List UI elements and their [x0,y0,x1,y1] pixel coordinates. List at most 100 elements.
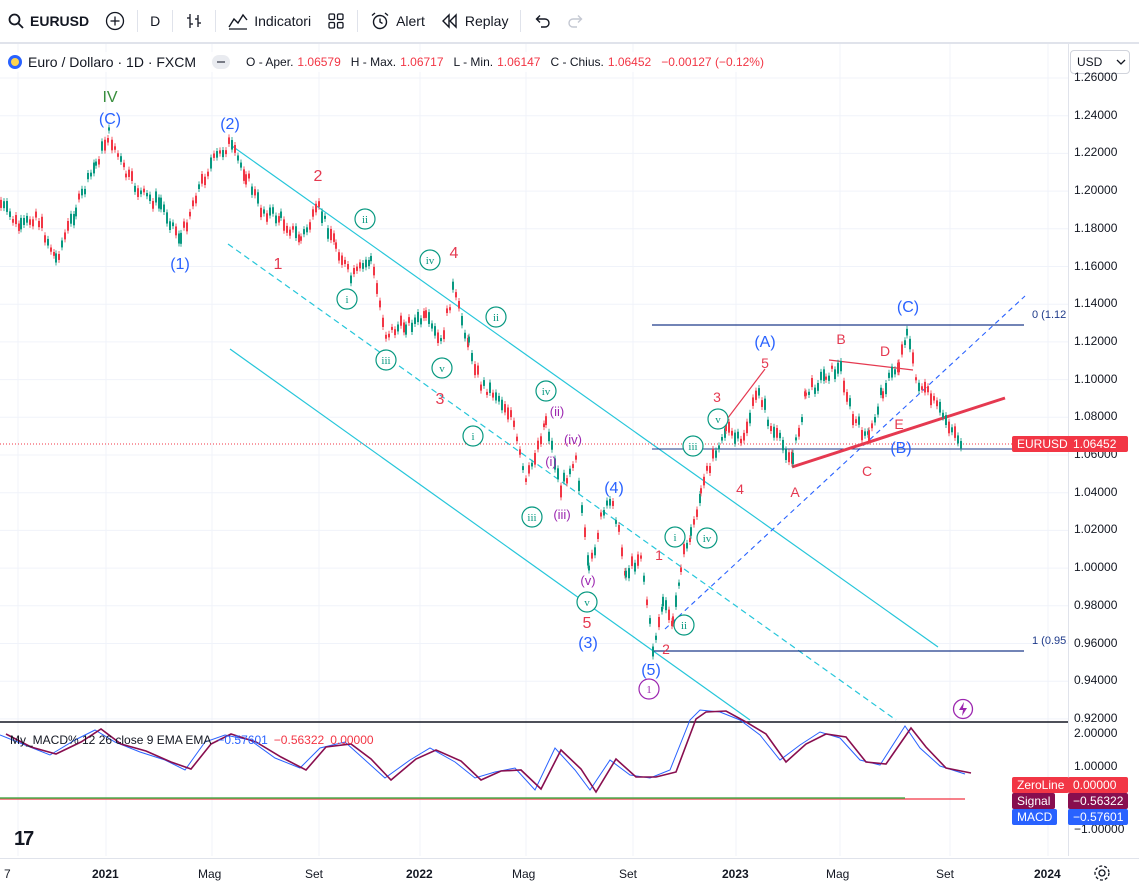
undo-button[interactable] [525,0,559,43]
wave-label[interactable]: C [862,463,872,479]
wave-label[interactable]: 3 [713,389,721,405]
wave-label[interactable]: 1 [655,547,663,563]
candle-body [868,430,870,442]
replay-button[interactable]: Replay [433,0,517,43]
rewind-icon [441,13,457,29]
lightning-icon[interactable] [952,698,974,720]
wave-label[interactable]: 3 [436,391,445,408]
low-label: L - Min. [453,55,494,69]
candle-body [458,301,460,309]
candle-body [251,186,253,195]
chart-canvas[interactable]: 0 (1.12 1 (0.95 IV (C) (2) (1) 2 1 4 3 (4) 5 (3) (5… [0,44,1068,856]
layouts-button[interactable] [319,0,353,43]
wave-circle-label[interactable] [375,349,397,371]
wave-label[interactable]: (2) [220,116,240,133]
macd-indicator-name[interactable]: My_MACD% 12 26 close 9 EMA EMA [10,733,212,747]
symbol-search-button[interactable]: EURUSD [0,0,97,43]
wave-circle-label[interactable] [462,425,484,447]
candle-body [846,392,848,402]
candle-body [861,430,863,441]
macd-signal-line [5,710,972,794]
wave-circle-text: iv [703,533,712,545]
wave-label[interactable]: 5 [761,355,769,371]
wave-label[interactable]: (ii) [550,404,564,419]
candle-body [286,225,288,233]
chart-pane[interactable]: 0 (1.12 1 (0.95 IV (C) (2) (1) 2 1 4 3 (4) 5 (3) (5… [0,44,1068,856]
indicators-button[interactable]: Indicatori [220,0,319,43]
alert-button[interactable]: Alert [362,0,433,43]
currency-selector[interactable]: USD [1070,50,1130,74]
wave-circle-label[interactable] [354,208,376,230]
candle-body [149,194,151,201]
candle-body [721,437,723,441]
wave-label[interactable]: (A) [754,334,775,351]
candle-body [817,382,819,391]
candle-body [207,171,209,177]
wave-label[interactable]: (v) [580,573,595,588]
candle-body [831,365,833,369]
price-tick-label: 0.98000 [1074,597,1118,612]
collapse-legend-button[interactable] [212,55,231,69]
wave-label[interactable]: (C) [897,299,919,316]
channel-mid-dashed-line [227,243,897,721]
wave-circle-label[interactable] [682,435,704,457]
redo-button[interactable] [559,0,593,43]
candle-body [240,162,242,168]
candle-body [18,223,20,231]
candle-body [20,217,22,230]
candle-body [400,315,402,326]
wave-label[interactable]: E [894,416,903,432]
legend-high: H - Max. 1.06717 [351,55,444,69]
wave-label[interactable]: (i) [545,454,557,469]
wave-label[interactable]: 2 [314,168,323,185]
candle-body [50,247,52,252]
candle-body [668,609,670,621]
wave-label[interactable]: 4 [450,245,459,262]
wave-label[interactable]: A [790,484,800,500]
candle-body [492,392,494,398]
wave-label[interactable]: (5) [641,662,661,679]
interval-button[interactable]: D [142,0,168,43]
wave-circle-label[interactable] [485,306,507,328]
candle-body [740,438,742,444]
tradingview-logo[interactable]: 17 [14,828,34,850]
legend-symbol-title[interactable]: Euro / Dollaro · 1D · FXCM [28,54,197,70]
time-scale[interactable]: 7 2021 Mag Set 2022 Mag Set 2023 Mag Set 2024 [0,858,1139,893]
wave-label[interactable]: (1) [170,256,190,273]
wave-label[interactable]: (B) [890,440,911,457]
wave-circle-label[interactable] [664,526,686,548]
candle-body [321,211,323,224]
candle-body [298,234,300,243]
compare-button[interactable] [97,0,133,43]
wave-circle-label[interactable] [419,249,441,271]
legend-open: O - Aper. 1.06579 [246,55,341,69]
wave-label[interactable]: B [836,331,845,347]
candle-body [423,311,425,319]
wave-label[interactable]: (iii) [553,507,570,522]
wave-label[interactable]: 5 [583,615,592,632]
wave-circle-label[interactable] [431,357,453,379]
wave-label[interactable]: (C) [99,111,121,128]
gear-icon[interactable] [1093,864,1111,882]
wave-label[interactable]: 4 [736,481,744,497]
candle-body [696,509,698,517]
candle-body [939,401,941,413]
wave-label[interactable]: D [880,343,890,359]
wave-circle-label[interactable] [707,408,729,430]
wave-label[interactable]: (4) [604,480,624,497]
candle-body [689,538,691,543]
wave-circle-label[interactable] [336,288,358,310]
wave-label[interactable]: (3) [578,635,598,652]
wave-circle-label[interactable] [673,614,695,636]
wave-label[interactable]: IV [102,89,117,106]
wave-circle-label[interactable] [521,506,543,528]
wave-label[interactable]: 1 [274,256,283,273]
macd-tag-signal-label: Signal [1012,793,1056,809]
wave-circle-label[interactable] [535,380,557,402]
wave-circle-label[interactable] [696,527,718,549]
chart-type-button[interactable] [177,0,211,43]
wave-circle-label[interactable] [638,678,660,700]
wave-label[interactable]: 2 [662,641,670,657]
wave-circle-label[interactable] [576,591,598,613]
wave-label[interactable]: (iv) [564,432,582,447]
